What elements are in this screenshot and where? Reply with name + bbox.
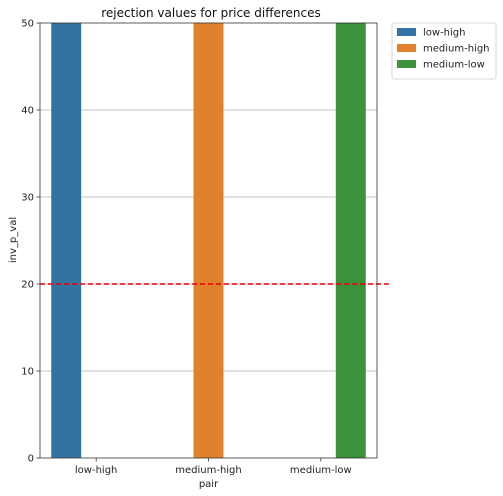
x-ticks: low-high medium-high medium-low — [75, 458, 352, 476]
y-tick-label-5: 50 — [21, 19, 34, 30]
x-tick-label-1: medium-high — [175, 465, 242, 476]
legend-frame — [391, 22, 497, 80]
y-tick-label-1: 10 — [21, 367, 34, 378]
y-tick-label-0: 0 — [28, 454, 34, 465]
legend: low-high medium-high medium-low — [391, 22, 497, 80]
legend-label-medium-low: medium-low — [423, 60, 485, 71]
x-axis-label: pair — [199, 479, 219, 490]
legend-swatch-medium-low — [397, 60, 416, 68]
y-ticks: 0 10 20 30 40 50 — [21, 19, 40, 465]
x-tick-label-2: medium-low — [290, 465, 352, 476]
bar-low-high — [51, 23, 82, 458]
legend-swatch-medium-high — [397, 44, 416, 52]
bars — [51, 23, 366, 458]
legend-swatch-low-high — [397, 28, 416, 36]
y-tick-label-3: 30 — [21, 193, 34, 204]
bar-medium-high — [193, 23, 224, 458]
legend-label-low-high: low-high — [423, 28, 466, 39]
y-axis-label: inv_p_val — [8, 217, 19, 263]
y-tick-label-4: 40 — [21, 106, 34, 117]
bar-medium-low — [335, 23, 366, 458]
y-tick-label-2: 20 — [21, 280, 34, 291]
legend-label-medium-high: medium-high — [423, 44, 490, 55]
x-tick-label-0: low-high — [75, 465, 118, 476]
chart-title: rejection values for price differences — [101, 6, 321, 20]
